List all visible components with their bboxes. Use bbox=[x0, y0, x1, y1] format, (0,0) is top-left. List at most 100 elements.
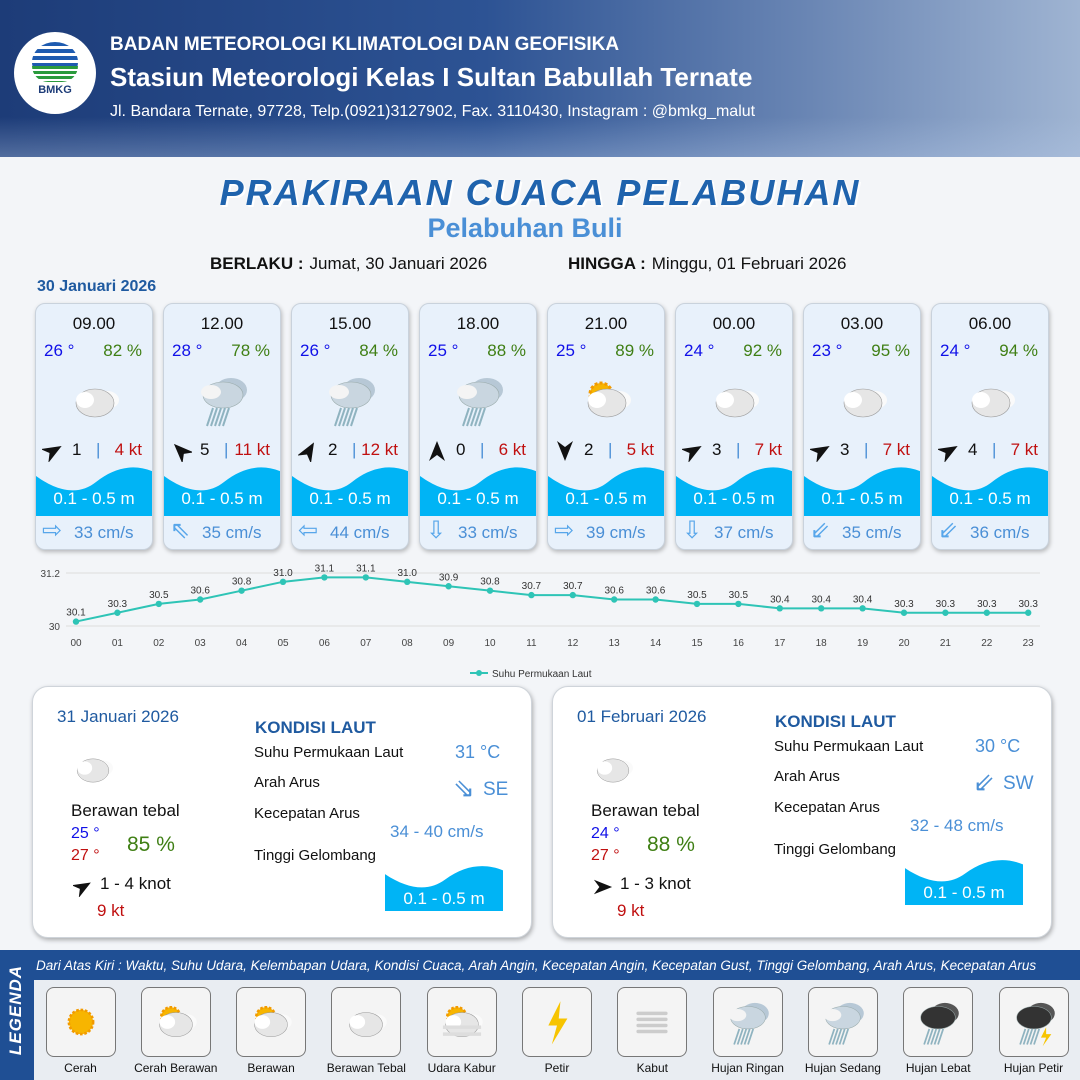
forecast-card: 06.00 24 ° 94 % 4 | 7 kt 0.1 - 0.5 m ⇙ 3… bbox=[931, 303, 1049, 550]
data-point bbox=[362, 574, 369, 581]
legend-item-label: Hujan Ringan bbox=[711, 1061, 784, 1075]
legend-marker bbox=[476, 670, 482, 676]
temp-max: 27 ° bbox=[591, 847, 620, 864]
divider: | bbox=[992, 440, 997, 459]
fog-icon bbox=[617, 987, 688, 1057]
wind-direction-icon bbox=[680, 440, 704, 463]
data-point bbox=[983, 609, 990, 616]
data-label: 30.5 bbox=[687, 590, 707, 601]
daily-forecast-panel: 01 Februari 2026 Berawan tebal 24 ° 27 °… bbox=[552, 686, 1052, 938]
sst-value: 30 °C bbox=[975, 736, 1021, 756]
header-banner: BMKG BADAN METEOROLOGI KLIMATOLOGI DAN G… bbox=[0, 0, 1080, 157]
data-label: 30.6 bbox=[646, 586, 666, 597]
valid-to: HINGGA : Minggu, 01 Februari 2026 bbox=[568, 254, 846, 274]
wave-height: 0.1 - 0.5 m bbox=[565, 489, 647, 508]
wind-direction-icon bbox=[593, 877, 613, 897]
x-tick-label: 22 bbox=[981, 638, 993, 649]
legend-title: LEGENDA bbox=[6, 964, 25, 1056]
berawan-tebal-icon bbox=[65, 370, 125, 430]
legend-item: Cerah bbox=[33, 987, 128, 1075]
wave-height-label: Tinggi Gelombang bbox=[774, 841, 897, 858]
berawan-tebal-icon bbox=[583, 743, 643, 793]
x-tick-label: 03 bbox=[195, 638, 207, 649]
x-tick-label: 23 bbox=[1023, 638, 1035, 649]
wave-height: 0.1 - 0.5 m bbox=[309, 489, 391, 508]
x-tick-label: 20 bbox=[898, 638, 910, 649]
air-temperature: 26 ° bbox=[300, 341, 331, 360]
cloud-icon bbox=[331, 987, 402, 1057]
current-speed: 37 cm/s bbox=[714, 523, 774, 542]
wave-icon bbox=[676, 464, 792, 516]
divider: | bbox=[480, 440, 485, 459]
humidity: 78 % bbox=[231, 341, 270, 360]
current-direction-value: SE bbox=[483, 779, 509, 800]
legend-item: Hujan Ringan bbox=[700, 987, 795, 1075]
x-tick-label: 17 bbox=[774, 638, 786, 649]
sea-condition-heading: KONDISI LAUT bbox=[775, 712, 896, 731]
data-label: 30.5 bbox=[729, 590, 749, 601]
data-point bbox=[72, 618, 80, 625]
wind-speed: 0 bbox=[456, 440, 466, 459]
data-label: 30.4 bbox=[811, 594, 831, 605]
x-tick-label: 14 bbox=[650, 638, 662, 649]
wave-icon bbox=[548, 464, 664, 516]
sst-label: Suhu Permukaan Laut bbox=[254, 744, 404, 761]
org-name: BADAN METEOROLOGI KLIMATOLOGI DAN GEOFIS… bbox=[110, 34, 620, 55]
data-point bbox=[611, 596, 618, 603]
current-direction-icon: ⇨ bbox=[42, 517, 63, 544]
berawan-tebal-icon bbox=[833, 370, 893, 430]
gust-speed: 9 kt bbox=[617, 901, 645, 920]
current-speed: 44 cm/s bbox=[330, 523, 390, 542]
humidity: 85 % bbox=[127, 833, 175, 856]
gust-speed: 4 kt bbox=[114, 440, 142, 459]
current-direction-icon: ⇩ bbox=[682, 517, 703, 544]
sea-condition-heading: KONDISI LAUT bbox=[255, 718, 376, 737]
wave-height: 0.1 - 0.5 m bbox=[949, 489, 1031, 508]
hujan-ringan-icon bbox=[449, 370, 509, 430]
legend-item-label: Cerah Berawan bbox=[134, 1061, 218, 1075]
port-name: Pelabuhan Buli bbox=[427, 213, 623, 243]
data-point bbox=[155, 600, 162, 608]
data-point bbox=[238, 587, 245, 594]
valid-from-value: Jumat, 30 Januari 2026 bbox=[309, 254, 488, 273]
berawan-tebal-icon bbox=[63, 743, 123, 793]
forecast-time: 21.00 bbox=[584, 314, 628, 333]
data-point bbox=[114, 609, 121, 616]
divider: | bbox=[736, 440, 741, 459]
x-tick-label: 04 bbox=[236, 638, 248, 649]
data-point bbox=[735, 600, 742, 608]
panel-date: 01 Februari 2026 bbox=[577, 707, 707, 726]
valid-to-label: HINGGA : bbox=[568, 254, 646, 273]
gust-speed: 7 kt bbox=[754, 440, 782, 459]
wind-speed: 2 bbox=[584, 440, 594, 459]
cloud-sun-icon bbox=[236, 987, 307, 1057]
current-direction-icon: ⇙ bbox=[938, 517, 959, 544]
legend-item-label: Hujan Petir bbox=[1003, 1061, 1064, 1075]
x-tick-label: 09 bbox=[443, 638, 455, 649]
sst-chart: 30 31.2 30.1 00 30.3 01 30.5 02 30.6 03 30.8 04 31.0… bbox=[41, 563, 1040, 680]
current-direction-value: SW bbox=[1003, 773, 1034, 794]
humidity: 92 % bbox=[743, 341, 782, 360]
wind-direction-icon bbox=[426, 440, 448, 462]
current-speed-label: Kecepatan Arus bbox=[254, 805, 360, 822]
legend-item: Kabut bbox=[605, 987, 700, 1075]
x-tick-label: 18 bbox=[816, 638, 828, 649]
data-point bbox=[197, 596, 204, 603]
air-temperature: 23 ° bbox=[812, 341, 843, 360]
current-speed: 36 cm/s bbox=[970, 523, 1030, 542]
data-point bbox=[279, 578, 287, 586]
humidity: 95 % bbox=[871, 341, 910, 360]
data-point bbox=[445, 583, 452, 590]
series-line bbox=[75, 576, 1029, 623]
humidity: 84 % bbox=[359, 341, 398, 360]
wave-height: 0.1 - 0.5 m bbox=[181, 489, 263, 508]
data-label: 30.8 bbox=[480, 577, 500, 588]
current-speed: 39 cm/s bbox=[586, 523, 646, 542]
forecast-card: 15.00 26 ° 84 % 2 | 12 kt 0.1 - 0.5 m ⇦ … bbox=[291, 303, 409, 550]
wind-direction-icon bbox=[170, 440, 194, 464]
wave-icon bbox=[905, 857, 1023, 905]
forecast-card: 21.00 25 ° 89 % 2 | 5 kt 0.1 - 0.5 m ⇨ 3… bbox=[547, 303, 665, 550]
gust-speed: 6 kt bbox=[498, 440, 526, 459]
current-direction-icon: ⇖ bbox=[170, 517, 191, 544]
data-point bbox=[652, 596, 659, 603]
